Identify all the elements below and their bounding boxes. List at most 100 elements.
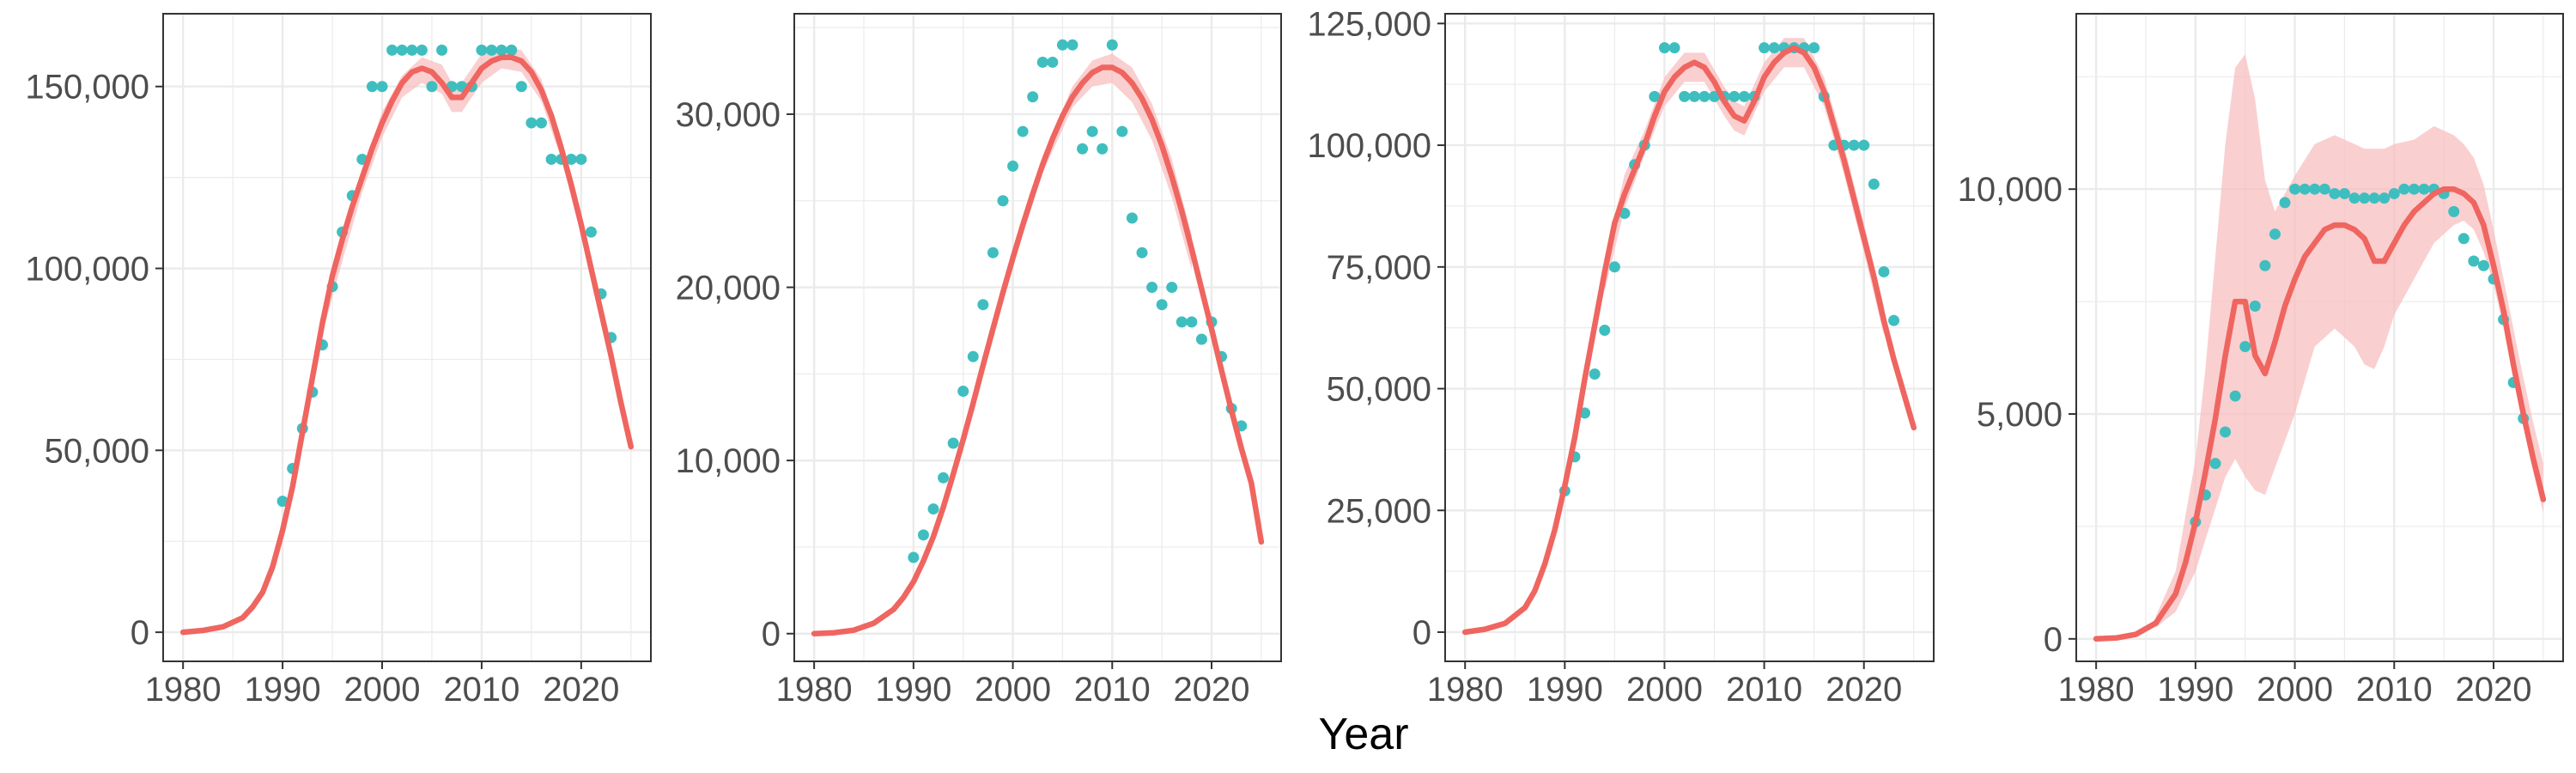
observed-point [2289, 183, 2301, 195]
y-tick-label: 25,000 [1327, 492, 1431, 530]
panel-4: 1980 1990 2000 2010 2020 0 5,000 10,000 [1958, 13, 2564, 709]
observed-point [585, 226, 597, 238]
confidence-ribbon [2155, 54, 2543, 628]
observed-point [1126, 212, 1138, 224]
x-tick-label: 1980 [1427, 671, 1504, 709]
observed-point [1738, 90, 1750, 102]
observed-point [2329, 187, 2341, 199]
y-tick-label: 5,000 [1977, 396, 2063, 434]
observed-point [2418, 183, 2430, 195]
x-tick-label: 1990 [245, 671, 321, 709]
observed-point [2338, 187, 2350, 199]
x-tick-label: 1980 [145, 671, 222, 709]
observed-point [2220, 426, 2232, 438]
confidence-ribbon [1604, 38, 1884, 336]
x-tick-label: 2020 [2456, 671, 2532, 709]
y-tick-label: 20,000 [676, 270, 781, 307]
observed-point [2448, 205, 2460, 217]
x-tick-label: 1980 [2058, 671, 2135, 709]
panel-frame [1444, 13, 1935, 662]
observed-point [1007, 160, 1019, 172]
observed-point [2239, 340, 2251, 352]
observed-point [575, 153, 587, 165]
observed-point [406, 44, 418, 56]
observed-point [1759, 42, 1771, 54]
observed-point [1027, 91, 1039, 103]
observed-point [977, 299, 989, 311]
x-axis-title: Year [1318, 709, 1408, 759]
observed-point [1649, 90, 1661, 102]
fitted-curve [179, 54, 635, 636]
y-tick-label: 0 [1413, 614, 1431, 652]
observed-point [1888, 314, 1900, 326]
observed-point [1599, 324, 1611, 336]
panel-1: 1980 1990 2000 2010 2020 0 50,000 100,000 150,00… [25, 13, 652, 709]
observed-point [545, 153, 557, 165]
observed-point [506, 44, 518, 56]
observed-point [1086, 125, 1098, 137]
observed-point [1056, 39, 1068, 51]
observed-point [1097, 143, 1109, 155]
fitted-curve [1461, 45, 1917, 636]
observed-point [1106, 39, 1118, 51]
observed-point [2379, 192, 2391, 204]
observed-point [1768, 42, 1780, 54]
observed-point [495, 44, 507, 56]
observed-point [2299, 183, 2311, 195]
observed-point [947, 437, 959, 449]
observed-point [1658, 42, 1670, 54]
observed-point [416, 44, 428, 56]
fitted-curve [2093, 186, 2547, 642]
observed-point [927, 503, 939, 515]
observed-point [565, 153, 577, 165]
observed-point [1698, 90, 1710, 102]
observed-point [1017, 125, 1029, 137]
observed-point [436, 44, 448, 56]
x-tick-label: 2020 [1826, 671, 1902, 709]
observed-point [2279, 197, 2291, 209]
observed-point [2458, 233, 2470, 245]
panels: 1980 1990 2000 2010 2020 0 50,000 100,000 150,00… [25, 5, 2564, 709]
y-tick-label: 100,000 [25, 251, 149, 289]
observed-point [938, 472, 950, 484]
observed-point [1608, 261, 1620, 273]
observed-point [1679, 90, 1691, 102]
x-tick-label: 1990 [875, 671, 951, 709]
observed-point [997, 195, 1009, 207]
fitted-curve [811, 64, 1265, 636]
observed-point [426, 81, 438, 93]
observed-point [908, 551, 920, 563]
x-tick-label: 2000 [2257, 671, 2333, 709]
observed-point [1848, 139, 1860, 151]
observed-point [967, 350, 979, 362]
observed-point [276, 496, 289, 508]
y-tick-label: 10,000 [1958, 171, 2063, 209]
observed-point [1146, 282, 1158, 294]
y-tick-label: 10,000 [676, 442, 781, 480]
observed-point [526, 117, 538, 129]
confidence-ribbon [322, 46, 601, 334]
observed-point [1709, 90, 1721, 102]
x-tick-label: 2020 [1174, 671, 1250, 709]
y-tick-label: 0 [762, 616, 781, 654]
observed-point [396, 44, 408, 56]
observed-point [2368, 192, 2380, 204]
observed-point [1186, 316, 1198, 328]
y-tick-label: 150,000 [25, 69, 149, 107]
x-tick-label: 2010 [1726, 671, 1802, 709]
y-tick-label: 75,000 [1327, 249, 1431, 287]
observed-point [2477, 259, 2489, 271]
observed-point [2249, 300, 2261, 312]
y-tick-label: 50,000 [1327, 371, 1431, 409]
observed-point [1066, 39, 1078, 51]
x-tick-label: 1990 [2157, 671, 2233, 709]
x-tick-label: 2010 [443, 671, 519, 709]
observed-point [1156, 299, 1168, 311]
observed-point [1808, 42, 1820, 54]
observed-point [1176, 316, 1188, 328]
x-tick-label: 1980 [776, 671, 853, 709]
observed-point [1116, 125, 1128, 137]
panel-3: 1980 1990 2000 2010 2020 0 25,000 50,000 75,000 1… [1307, 5, 1935, 709]
observed-point [2259, 259, 2271, 271]
